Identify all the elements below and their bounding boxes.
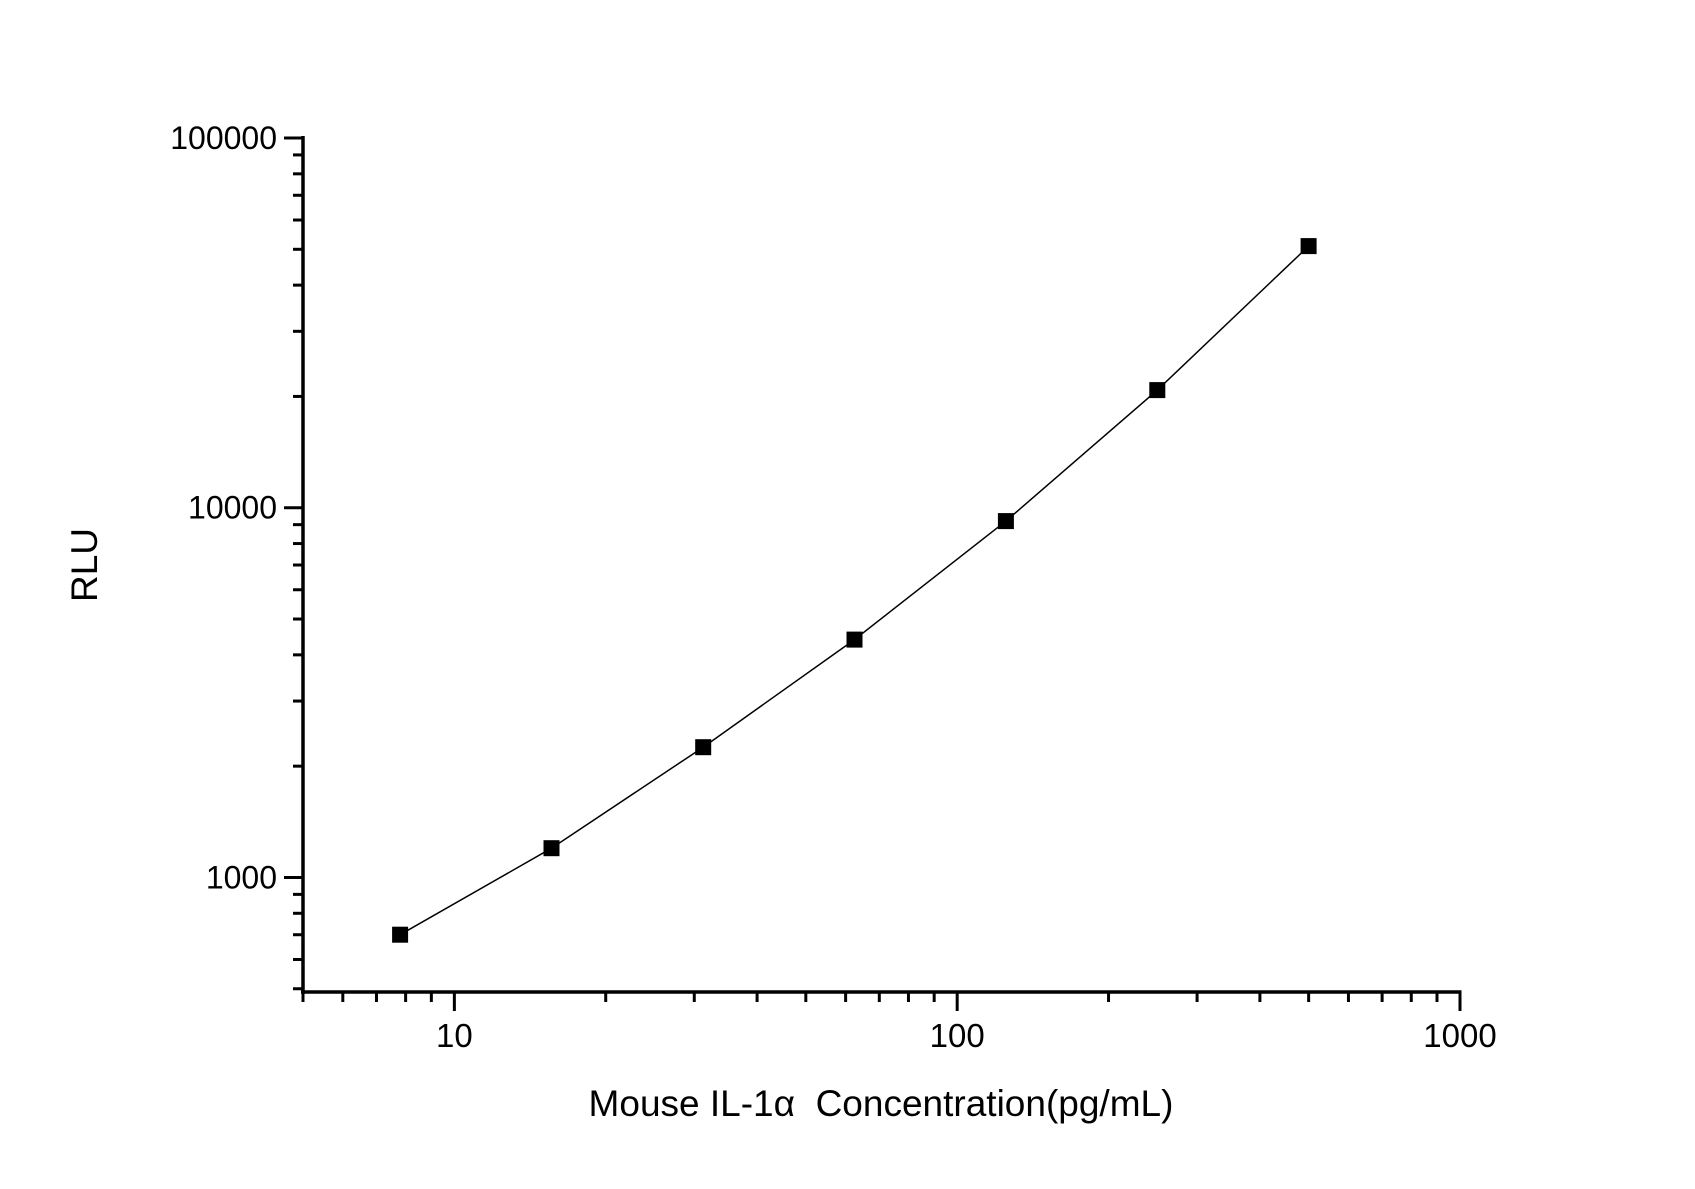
x-axis-tick-label: 10: [436, 1017, 473, 1054]
data-point-marker: [543, 840, 560, 857]
data-point-marker: [846, 631, 863, 648]
data-point-marker: [392, 926, 409, 943]
x-axis-tick-label: 100: [930, 1017, 985, 1054]
series-line-layer: [399, 245, 1310, 936]
axis-tick-labels-layer: 10 100 1000 1000 10000 100000: [170, 120, 1496, 1054]
data-point-marker: [695, 739, 712, 756]
y-axis-tick-label: 1000: [206, 859, 277, 895]
y-axis-title: RLU: [64, 528, 105, 602]
x-axis-title: Mouse IL-1α Concentration(pg/mL): [589, 1083, 1174, 1124]
series-connecting-line: [399, 245, 1310, 936]
data-point-marker: [997, 513, 1014, 530]
y-axis-tick-label: 100000: [170, 120, 277, 156]
series-marker-layer: [392, 238, 1317, 943]
y-axis-tick-label: 10000: [188, 490, 277, 526]
data-point-marker: [1149, 382, 1166, 399]
x-axis-tick-label: 1000: [1423, 1017, 1496, 1054]
data-point-marker: [1300, 238, 1317, 255]
